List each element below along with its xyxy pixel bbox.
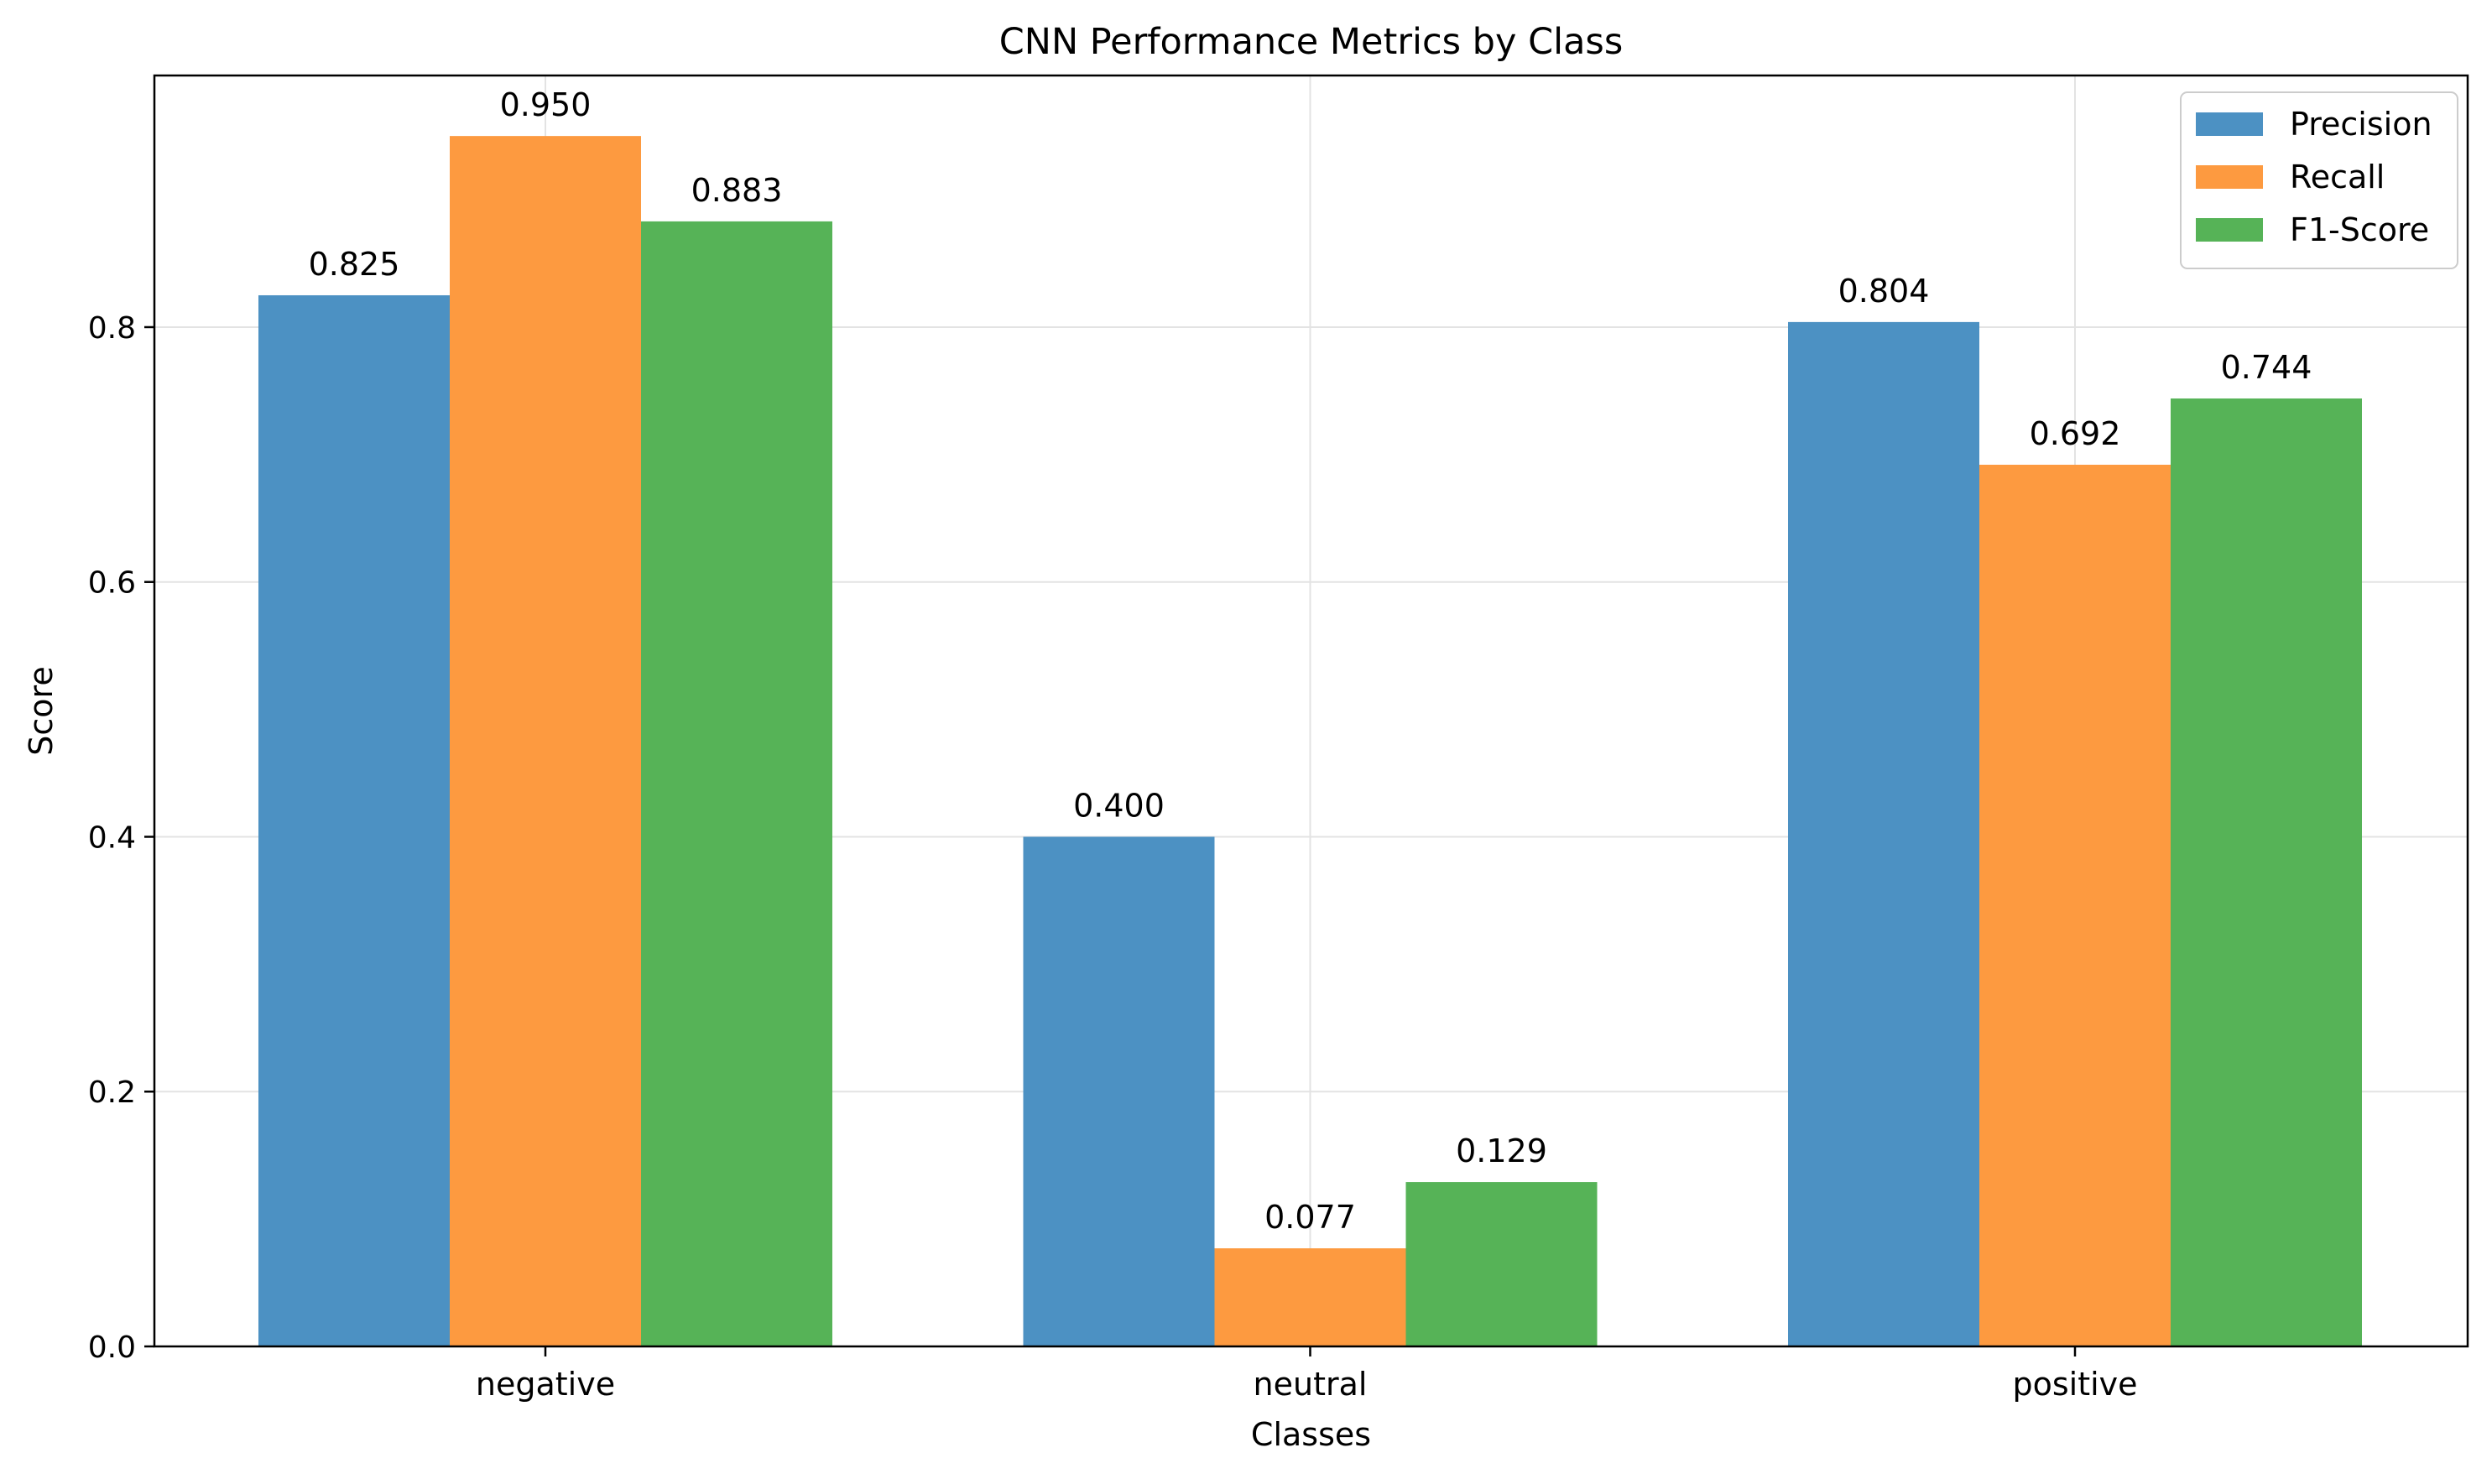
bar-f1-score-negative [641,221,832,1347]
y-axis-ticks: 0.0 0.2 0.4 0.6 0.8 [88,311,154,1365]
y-tick-label: 0.4 [88,820,136,855]
bar-precision-negative [258,294,450,1347]
legend-label: Recall [2290,159,2385,195]
bar-f1-score-neutral [1405,1182,1598,1346]
y-tick-label: 0.0 [88,1330,136,1365]
y-tick-label: 0.2 [88,1075,136,1110]
bar-value-label: 0.883 [691,172,783,209]
legend-label: Precision [2290,106,2432,143]
bar-value-label: 0.077 [1264,1199,1356,1236]
x-axis-ticks: negative neutral positive [476,1346,2138,1403]
bar-value-label: 0.950 [500,86,592,123]
legend: Precision Recall F1-Score [2180,91,2458,269]
legend-label: F1-Score [2290,211,2429,248]
legend-swatch-f1-score [2196,218,2263,242]
y-tick-label: 0.8 [88,311,136,346]
x-axis-label: Classes [1251,1416,1371,1453]
x-tick-label: positive [2012,1366,2137,1403]
legend-swatch-recall [2196,165,2263,189]
bar-value-labels: 0.825 0.400 0.804 0.950 0.077 0.692 0.883 0.129… [309,86,2312,1236]
bar-recall-negative [450,136,641,1347]
bar-value-label: 0.744 [2221,349,2312,386]
bars [258,136,2362,1347]
bar-recall-neutral [1214,1248,1406,1346]
bar-f1-score-positive [2171,398,2362,1347]
x-tick-label: negative [476,1366,615,1403]
y-tick-label: 0.6 [88,566,136,601]
x-tick-label: neutral [1254,1366,1368,1403]
bar-value-label: 0.692 [2030,415,2121,452]
y-axis-label: Score [23,666,60,755]
bar-value-label: 0.825 [309,246,400,283]
bar-precision-neutral [1023,836,1215,1346]
bar-value-label: 0.400 [1073,787,1165,824]
bar-value-label: 0.129 [1456,1133,1547,1169]
bar-value-label: 0.804 [1838,273,1930,310]
bar-recall-positive [1979,464,2171,1347]
chart-title: CNN Performance Metrics by Class [999,21,1623,63]
legend-swatch-precision [2196,112,2263,136]
bar-precision-positive [1788,321,1979,1346]
